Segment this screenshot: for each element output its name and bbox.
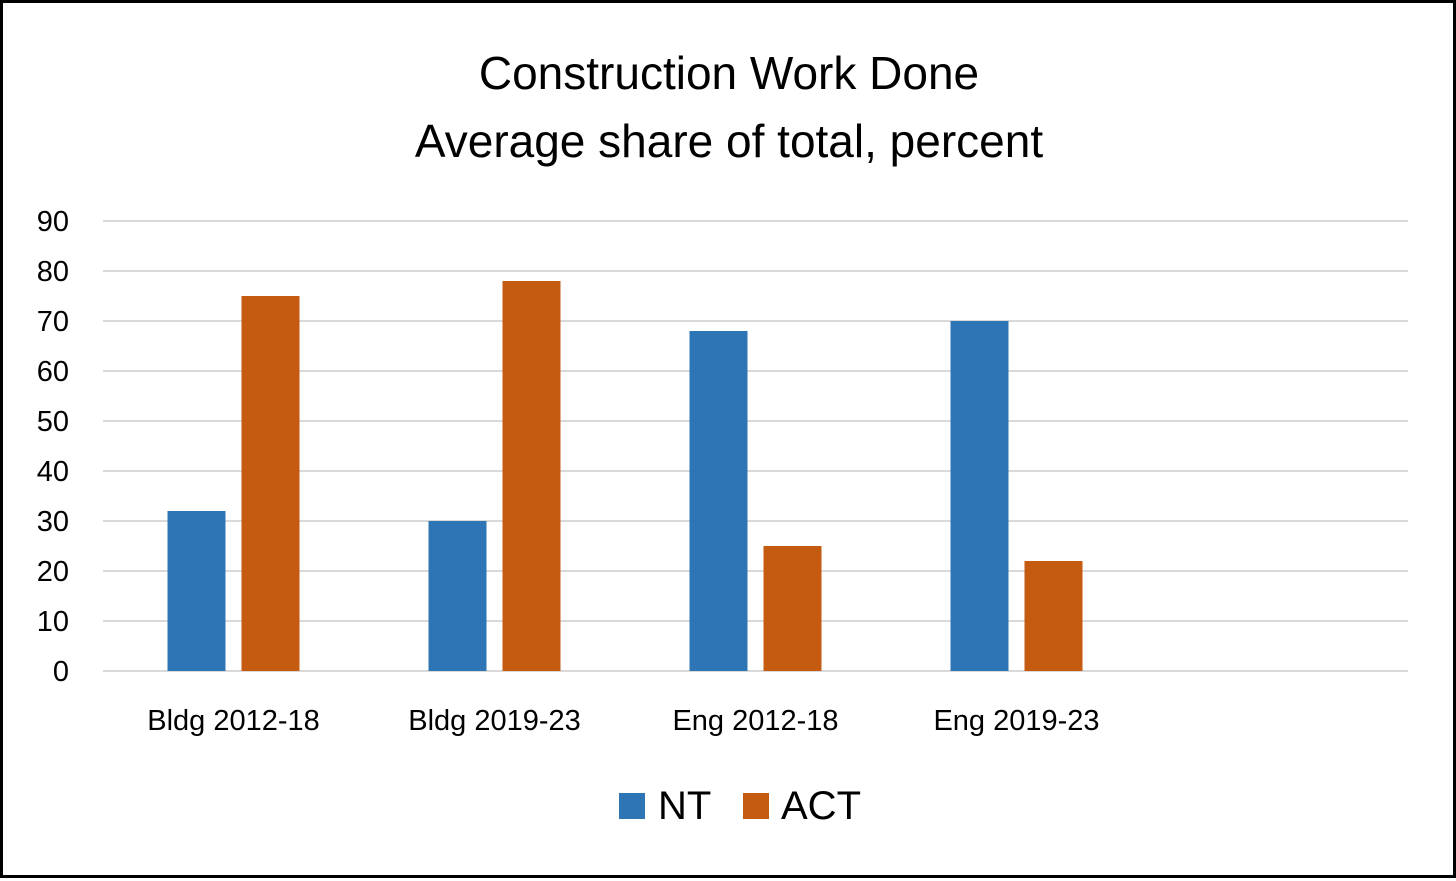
y-tick-label: 70 bbox=[37, 306, 69, 338]
bar-nt-0 bbox=[167, 511, 226, 671]
bar-nt-3 bbox=[950, 321, 1009, 671]
y-tick-label: 90 bbox=[37, 206, 69, 238]
chart-subtitle: Average share of total, percent bbox=[415, 115, 1043, 167]
bar-nt-1 bbox=[428, 521, 487, 671]
gridlines bbox=[103, 220, 1408, 672]
legend-swatch-act bbox=[743, 793, 769, 819]
y-tick-label: 30 bbox=[37, 506, 69, 538]
bar-act-2 bbox=[763, 546, 822, 671]
bar-act-0 bbox=[241, 296, 300, 671]
x-category-label: Eng 2012-18 bbox=[672, 705, 838, 737]
x-category-label: Bldg 2019-23 bbox=[408, 705, 581, 737]
legend-label-act: ACT bbox=[781, 784, 861, 828]
y-tick-label: 60 bbox=[37, 356, 69, 388]
bar-nt-2 bbox=[689, 331, 748, 671]
y-axis-ticks: 0 10 20 30 40 50 60 70 80 90 bbox=[37, 206, 69, 688]
y-tick-label: 40 bbox=[37, 456, 69, 488]
y-tick-label: 50 bbox=[37, 406, 69, 438]
bars bbox=[167, 281, 1083, 671]
bar-act-1 bbox=[502, 281, 561, 671]
x-category-label: Eng 2019-23 bbox=[933, 705, 1099, 737]
y-tick-label: 20 bbox=[37, 556, 69, 588]
chart-title: Construction Work Done bbox=[479, 47, 979, 99]
legend: NT ACT bbox=[619, 784, 861, 828]
y-tick-label: 80 bbox=[37, 256, 69, 288]
y-tick-label: 10 bbox=[37, 606, 69, 638]
bar-act-3 bbox=[1024, 561, 1083, 671]
x-axis-categories: Bldg 2012-18 Bldg 2019-23 Eng 2012-18 Eng 2… bbox=[147, 705, 1099, 737]
chart: Construction Work Done Average share of … bbox=[37, 47, 1408, 828]
legend-swatch-nt bbox=[619, 793, 645, 819]
y-tick-label: 0 bbox=[53, 656, 69, 688]
legend-label-nt: NT bbox=[658, 784, 711, 828]
x-category-label: Bldg 2012-18 bbox=[147, 705, 320, 737]
